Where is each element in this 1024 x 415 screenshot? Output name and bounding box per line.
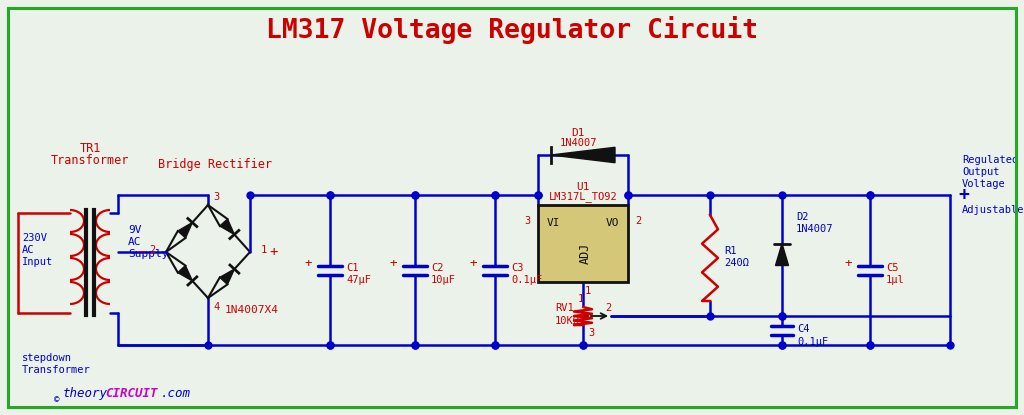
Text: Transformer: Transformer bbox=[51, 154, 129, 166]
Text: Regulated: Regulated bbox=[962, 155, 1018, 165]
Polygon shape bbox=[178, 222, 193, 238]
Text: Transformer: Transformer bbox=[22, 365, 91, 375]
Polygon shape bbox=[775, 244, 788, 266]
Text: stepdown: stepdown bbox=[22, 353, 72, 363]
Text: .com: .com bbox=[161, 386, 191, 400]
Text: 1N4007: 1N4007 bbox=[559, 138, 597, 148]
Text: 230V: 230V bbox=[22, 233, 47, 243]
Text: Input: Input bbox=[22, 257, 53, 267]
Text: AC: AC bbox=[22, 245, 35, 255]
Text: +: + bbox=[304, 257, 311, 270]
Text: 3: 3 bbox=[524, 216, 531, 226]
Text: 47μF: 47μF bbox=[346, 274, 371, 285]
Text: 0.1μF: 0.1μF bbox=[511, 274, 543, 285]
Text: C1: C1 bbox=[346, 263, 358, 273]
Text: VO: VO bbox=[605, 218, 618, 228]
Text: 3: 3 bbox=[213, 192, 219, 202]
Text: C4: C4 bbox=[797, 324, 810, 334]
Text: AC: AC bbox=[128, 237, 141, 247]
Text: +: + bbox=[269, 245, 279, 259]
Text: +: + bbox=[469, 257, 477, 270]
Text: +: + bbox=[389, 257, 396, 270]
Text: R1: R1 bbox=[724, 246, 736, 256]
Text: 1N4007: 1N4007 bbox=[796, 224, 834, 234]
Text: Output: Output bbox=[962, 167, 999, 177]
Text: 1μl: 1μl bbox=[886, 274, 905, 285]
Text: U1: U1 bbox=[577, 182, 590, 192]
Text: 1N4007X4: 1N4007X4 bbox=[225, 305, 279, 315]
Text: 1: 1 bbox=[585, 286, 591, 296]
Text: D2: D2 bbox=[796, 212, 809, 222]
Text: 0.1μF: 0.1μF bbox=[797, 337, 828, 347]
Text: TR1: TR1 bbox=[79, 142, 100, 154]
Text: D1: D1 bbox=[571, 128, 585, 138]
Text: LM317 Voltage Regulator Circuit: LM317 Voltage Regulator Circuit bbox=[266, 16, 758, 44]
Text: 10KΩ: 10KΩ bbox=[555, 316, 580, 326]
Text: 3: 3 bbox=[588, 328, 594, 338]
Text: 2: 2 bbox=[605, 303, 611, 313]
Text: 9V: 9V bbox=[128, 225, 141, 235]
Text: Bridge Rectifier: Bridge Rectifier bbox=[158, 158, 272, 171]
Text: Adjustable: Adjustable bbox=[962, 205, 1024, 215]
Text: C2: C2 bbox=[431, 263, 443, 273]
Text: 1: 1 bbox=[578, 294, 585, 304]
Text: 2: 2 bbox=[148, 245, 155, 255]
Text: C5: C5 bbox=[886, 263, 898, 273]
Text: ©: © bbox=[54, 395, 59, 405]
Text: Voltage: Voltage bbox=[962, 179, 1006, 189]
Text: ADJ: ADJ bbox=[579, 243, 592, 264]
Polygon shape bbox=[220, 269, 234, 284]
Text: CIRCUIT: CIRCUIT bbox=[105, 386, 158, 400]
Text: 1: 1 bbox=[261, 245, 267, 255]
Text: +: + bbox=[958, 186, 970, 204]
Polygon shape bbox=[551, 147, 615, 163]
Text: Supply: Supply bbox=[128, 249, 169, 259]
Text: +: + bbox=[844, 257, 852, 270]
Polygon shape bbox=[220, 219, 234, 234]
Text: VI: VI bbox=[547, 218, 560, 228]
Polygon shape bbox=[178, 266, 193, 281]
Text: 10μF: 10μF bbox=[431, 274, 456, 285]
Text: C3: C3 bbox=[511, 263, 523, 273]
Text: −: − bbox=[138, 245, 146, 259]
Text: RV1: RV1 bbox=[555, 303, 573, 313]
Text: 4: 4 bbox=[213, 302, 219, 312]
Text: LM317L_TO92: LM317L_TO92 bbox=[549, 192, 617, 203]
FancyBboxPatch shape bbox=[538, 205, 628, 282]
Text: 2: 2 bbox=[635, 216, 641, 226]
Text: 240Ω: 240Ω bbox=[724, 257, 749, 268]
Text: theory: theory bbox=[63, 386, 108, 400]
